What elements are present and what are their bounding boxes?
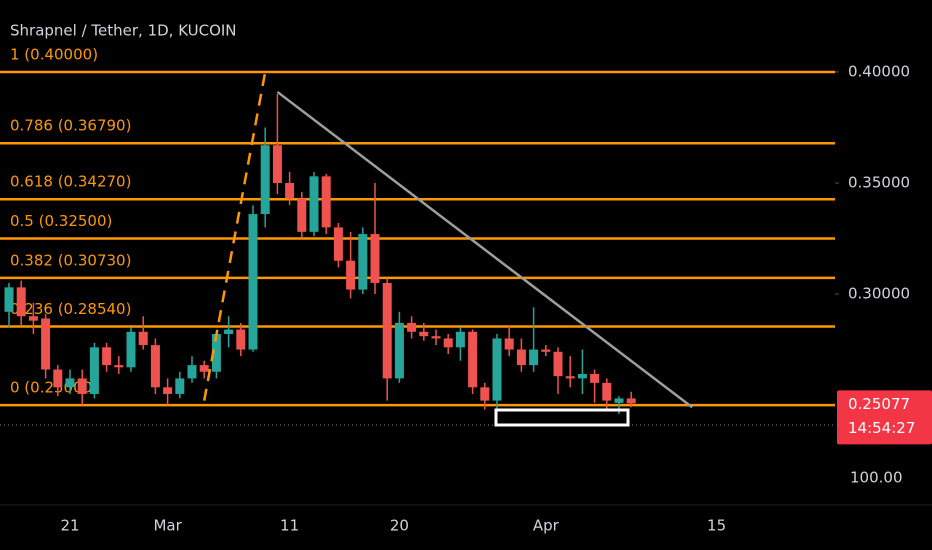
candle-body — [150, 345, 160, 388]
candle-body — [102, 347, 112, 366]
fib-label: 0.382 (0.30730) — [10, 251, 131, 269]
candle-body — [285, 182, 295, 199]
last-price-box — [837, 390, 932, 445]
candle-body — [516, 349, 526, 366]
x-tick-label: 20 — [390, 517, 409, 535]
candle-body — [4, 287, 14, 312]
candle-body — [480, 387, 490, 401]
fib-anchor-line — [202, 71, 267, 401]
candle-body — [553, 351, 563, 377]
candle-body — [89, 347, 99, 394]
candle-body — [419, 331, 429, 337]
fib-levels: 1 (0.40000) 0.786 (0.36790) 0.618 (0.34270… — [0, 45, 835, 407]
candle-body — [187, 365, 197, 379]
candle-body — [333, 227, 343, 261]
candle-body — [382, 282, 392, 379]
last-price-label: 0.25077 — [848, 395, 910, 413]
candle-body — [260, 145, 270, 215]
x-tick-label: 15 — [707, 517, 726, 535]
candle-body — [248, 214, 258, 350]
fib-label: 0 (0.25000) — [10, 379, 98, 397]
countdown-label: 14:54:27 — [848, 419, 915, 437]
candle-body — [614, 398, 624, 403]
candle-body — [431, 336, 441, 339]
candle-body — [455, 331, 465, 348]
candle-body — [321, 176, 331, 228]
candle-body — [358, 234, 368, 290]
candle-body — [224, 329, 234, 335]
highlight-box — [494, 408, 630, 427]
candle-body — [626, 398, 636, 404]
candle-body — [529, 349, 539, 366]
candle-body — [394, 322, 404, 379]
candle-body — [590, 373, 600, 383]
candle-body — [28, 316, 38, 321]
candle-body — [199, 365, 209, 372]
candle-body — [53, 369, 63, 388]
candle-body — [163, 387, 173, 394]
chart-title: Shrapnel / Tether, 1D, KUCOIN — [10, 22, 237, 40]
y-tick-label: 0.35000 — [848, 173, 910, 191]
candle-body — [175, 378, 185, 394]
candle-body — [565, 376, 575, 379]
candle-body — [41, 318, 51, 370]
candle-body — [211, 334, 221, 372]
fib-label: 0.5 (0.32500) — [10, 212, 112, 230]
candle-body — [138, 331, 148, 346]
volume-axis-label: 100.00 — [850, 469, 903, 487]
candle-body — [309, 176, 319, 232]
x-tick-label: 21 — [60, 517, 79, 535]
candle-body — [114, 365, 124, 368]
candles — [4, 94, 636, 414]
candle-body — [504, 338, 514, 350]
candle-body — [77, 378, 87, 394]
fib-label: 0.618 (0.34270) — [10, 173, 131, 191]
x-tick-label: 11 — [280, 517, 299, 535]
candle-body — [236, 329, 246, 350]
fib-label: 0.236 (0.28540) — [10, 300, 131, 318]
candle-body — [492, 338, 502, 401]
candle-body — [346, 260, 356, 290]
candle-body — [65, 378, 75, 388]
candle-body — [370, 234, 380, 283]
fib-label: 0.786 (0.36790) — [10, 117, 131, 135]
y-tick-label: 0.30000 — [848, 285, 910, 303]
candle-body — [16, 287, 26, 317]
candle-body — [272, 145, 282, 183]
trendline — [276, 90, 693, 409]
candle-body — [126, 331, 136, 368]
candle-body — [468, 331, 478, 388]
candle-body — [602, 382, 612, 401]
candle-body — [297, 198, 307, 232]
candle-body — [577, 373, 587, 379]
candle-body — [541, 349, 551, 352]
y-tick-label: 0.40000 — [848, 62, 910, 80]
candle-body — [407, 322, 417, 332]
fib-label: 1 (0.40000) — [10, 45, 98, 63]
x-tick-label: Apr — [533, 517, 560, 535]
candle-body — [443, 338, 453, 348]
x-tick-label: Mar — [153, 517, 182, 535]
